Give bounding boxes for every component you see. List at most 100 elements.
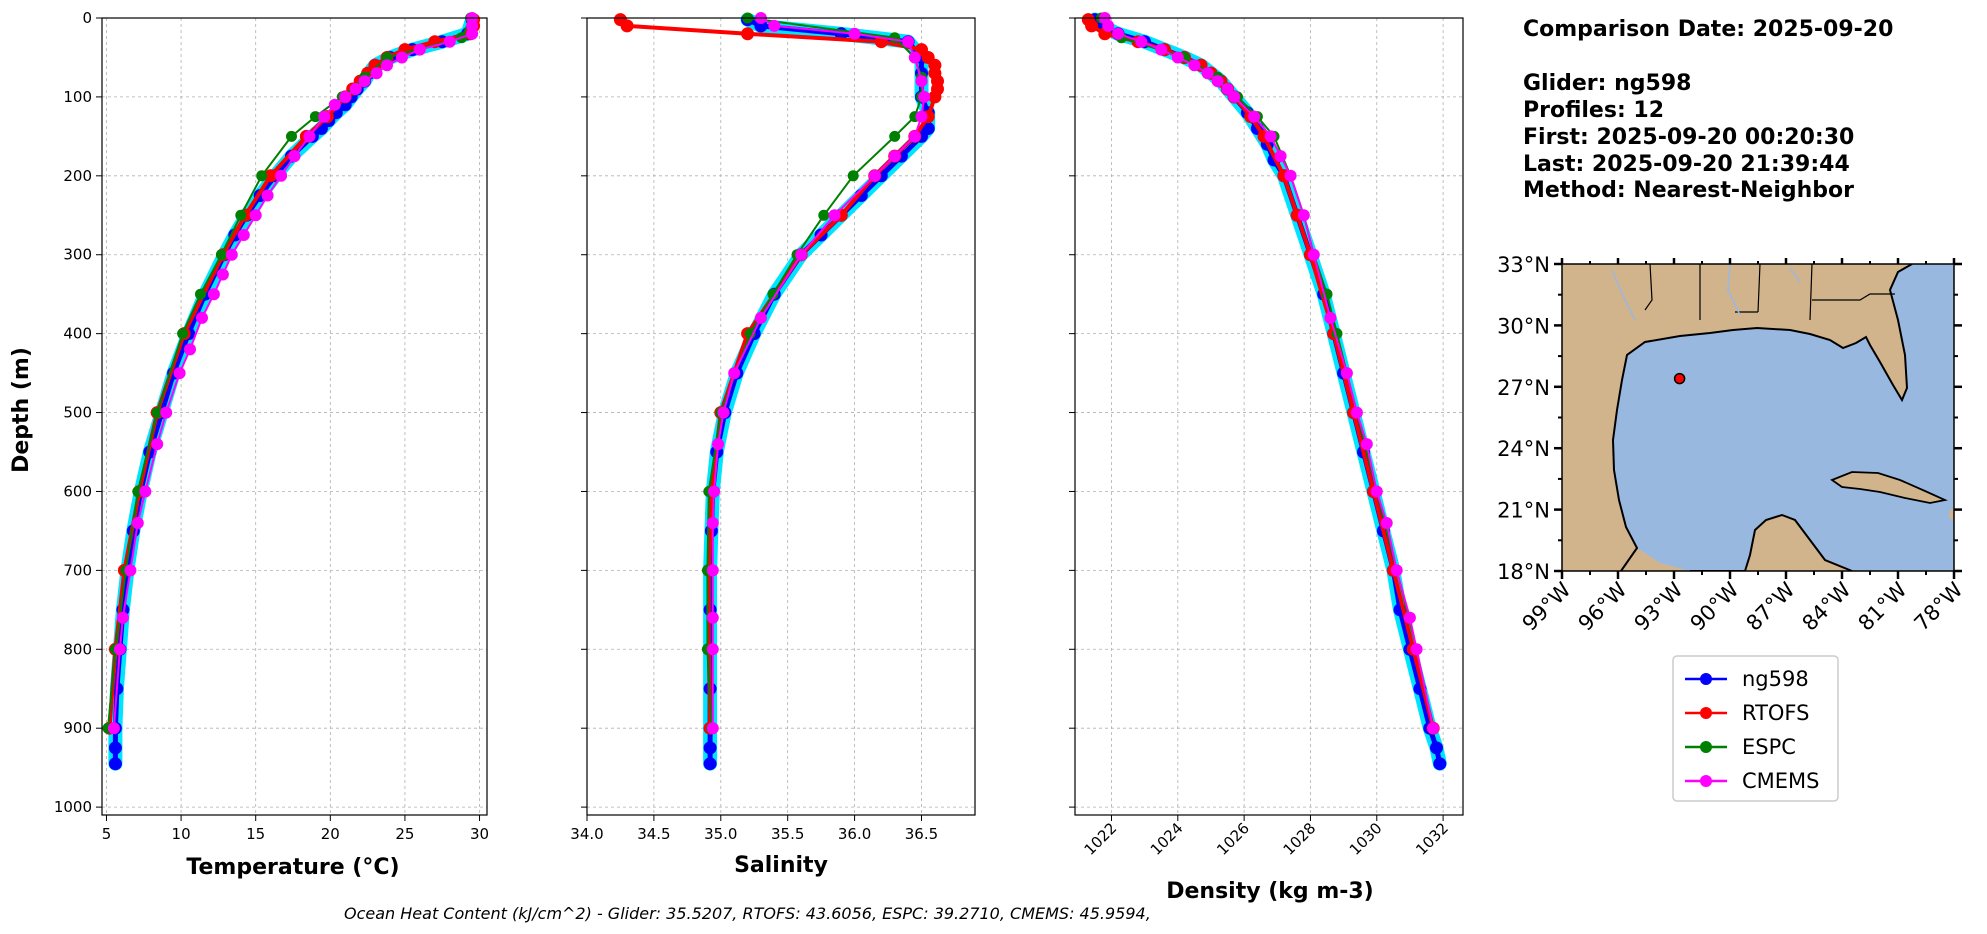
x-tick-label: 35.0 [704,825,737,843]
cmems-point [466,27,479,40]
x-tick-label: 36.0 [838,825,871,843]
espc-point [195,288,206,300]
cmems-point [1248,110,1261,123]
legend-frame [1672,655,1839,802]
cmems-point [1201,67,1214,80]
density-axis-label: Density (kg m-3) [1166,879,1374,904]
cmems-point [706,611,719,624]
series-ng598 [1087,12,1447,771]
cmems-point [349,83,362,95]
espc-line [107,17,472,729]
espc-point [151,407,163,419]
espc-point [235,209,247,221]
series-rtofs [103,13,481,735]
cmems-point [712,438,725,451]
lon-tick-label: 81°W [1854,577,1912,635]
espc-point [309,111,321,123]
cmems-point [706,517,719,529]
cmems-point [225,248,238,261]
lat-tick-label: 27°N [1497,376,1550,400]
cmems-point [116,611,129,624]
cmems-point [902,35,915,48]
lat-tick-label: 21°N [1497,499,1550,523]
temperature-panel: 5 10 15 20 25 3001002003004005006007008009001… [54,9,489,843]
cmems-point [303,130,316,143]
cmems-line [711,17,926,729]
lon-tick-label: 87°W [1742,577,1800,635]
series-espc [1096,12,1439,734]
ohc-footer: Ocean Heat Content (kJ/cm^2) - Glider: 3… [344,904,1151,923]
y-tick-label: 300 [63,246,92,264]
rtofs-point [928,90,942,104]
cmems-point [918,90,931,103]
cmems-point [1410,643,1423,656]
cmems-point [868,169,881,182]
cmems-point [1102,19,1115,32]
espc-point [286,130,297,142]
x-tick-label: 20 [321,825,340,843]
cmems-point [139,485,152,498]
cmems-point [1390,564,1403,577]
legend-label: CMEMS [1742,769,1820,793]
cmems-point [706,564,719,577]
cuba-island [1830,471,1948,504]
state-borders [1644,264,1895,321]
x-tick-label: 1026 [1213,819,1253,859]
x-tick-label: 34.5 [637,825,670,843]
legend-item-espc: ESPC [1685,735,1796,759]
ng598-point [108,741,122,755]
cmems-point [151,438,164,451]
rtofs-point [741,27,755,41]
first-time: First: 2025-09-20 00:20:30 [1523,125,1854,150]
legend-label: RTOFS [1742,701,1809,725]
espc-point [889,130,901,142]
lat-tick-label: 33°N [1497,253,1550,277]
series-rtofs [613,13,944,735]
cmems-point [1307,248,1320,261]
y-tick-label: 100 [63,88,92,106]
cmems-point [1221,83,1234,95]
cmems-point [107,722,120,735]
cmems-point [706,643,719,656]
cmems-point [717,406,730,419]
axes-frame [101,17,488,816]
y-tick-label: 700 [63,561,92,579]
espc-point [256,170,268,182]
cmems-point [706,722,719,735]
cmems-point [395,51,408,64]
y-tick-label: 1000 [54,798,92,816]
cmems-point [1427,722,1440,735]
method: Method: Nearest-Neighbor [1523,178,1854,203]
legend-label: ng598 [1742,667,1809,691]
x-tick-label: 1032 [1412,819,1452,859]
cmems-point [1403,611,1416,624]
ng598-point [1430,741,1443,755]
comparison-date: Comparison Date: 2025-09-20 [1523,17,1893,42]
cmems-point [1360,438,1373,451]
cmems-point [288,150,301,163]
cmems-point [1228,90,1241,103]
axes-frame [586,17,976,816]
salinity-axis-label: Salinity [734,853,828,878]
series-cmems [1098,12,1440,735]
cmems-point [318,110,331,123]
cmems-point [1135,35,1148,48]
map-ocean [1613,264,1954,571]
lat-tick-label: 24°N [1497,437,1550,461]
cmems-point [708,485,721,498]
x-tick-label: 1030 [1346,819,1386,859]
espc-point [889,32,901,44]
x-tick-label: 1024 [1147,819,1187,859]
cmems-point [184,343,196,356]
x-tick-label: 1028 [1280,819,1320,859]
cmems-point [848,27,861,40]
espc-point [215,249,227,261]
x-tick-label: 25 [395,825,414,843]
cmems-point [915,75,928,88]
cmems-point [249,209,262,222]
legend-label: ESPC [1742,735,1796,759]
cmems-point [1188,59,1201,72]
cmems-point [728,367,741,380]
x-tick-label: 30 [470,825,489,843]
y-tick-label: 900 [63,719,92,737]
